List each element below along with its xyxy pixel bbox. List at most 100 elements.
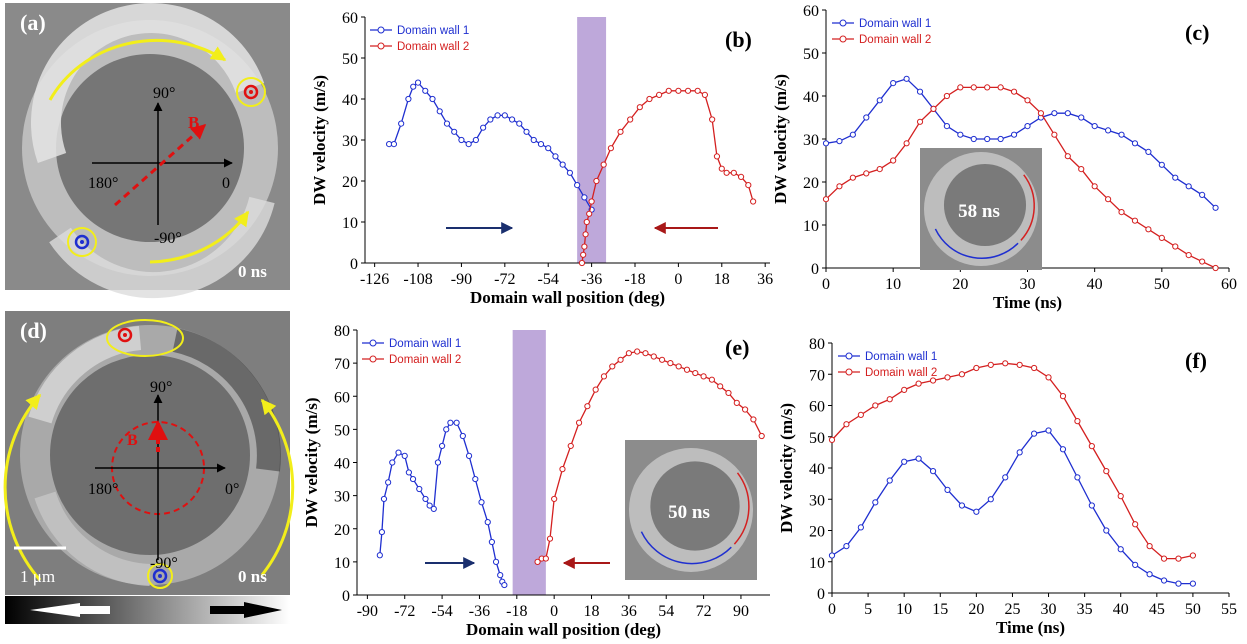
data-point xyxy=(426,502,433,509)
data-point xyxy=(1146,543,1153,550)
data-point xyxy=(574,182,581,189)
y-tick-label: 60 xyxy=(809,399,825,416)
data-point xyxy=(385,479,392,486)
x-tick-label: 36 xyxy=(621,603,637,620)
data-point xyxy=(1118,209,1125,216)
x-tick-label: 0 xyxy=(828,601,836,618)
legend-label: Domain wall 2 xyxy=(389,354,461,366)
data-point xyxy=(508,116,516,123)
data-point xyxy=(1088,502,1095,509)
data-point xyxy=(970,84,977,91)
data-point xyxy=(665,87,672,94)
data-point xyxy=(409,475,417,483)
legend-marker xyxy=(369,339,377,347)
panel-label: (b) xyxy=(725,27,752,52)
data-point xyxy=(730,169,737,176)
data-point xyxy=(617,356,624,363)
data-point xyxy=(405,469,412,476)
series-line xyxy=(825,78,1217,209)
white-field-arrow xyxy=(78,606,110,614)
data-point xyxy=(694,87,701,94)
panel-label: (f) xyxy=(1185,348,1207,373)
data-point xyxy=(1189,580,1197,587)
data-point xyxy=(876,97,883,104)
data-point xyxy=(863,114,870,121)
field-label: B xyxy=(127,432,138,449)
y-tick-label: 40 xyxy=(803,89,819,106)
data-point xyxy=(717,383,724,390)
data-point xyxy=(1160,577,1168,584)
x-tick-label: -108 xyxy=(403,271,432,288)
y-tick-label: 30 xyxy=(809,492,825,509)
x-axis-label: Time (ns) xyxy=(993,293,1062,312)
data-point xyxy=(872,402,879,409)
inset-blue-trace xyxy=(640,531,732,565)
data-point xyxy=(583,218,590,226)
x-tick-label: 20 xyxy=(968,601,984,618)
chart-c: 0 10 20 30 40 50 60 0 10 20 30 40 50 60 Time (ns) DW ve… xyxy=(771,3,1237,312)
data-point xyxy=(627,116,634,123)
x-tick-label: 60 xyxy=(1221,276,1237,293)
data-point xyxy=(1103,468,1110,475)
data-point xyxy=(1031,364,1038,372)
x-axis-label: Domain wall position (deg) xyxy=(466,620,661,639)
series-line xyxy=(389,81,593,211)
y-tick-label: 0 xyxy=(342,588,350,605)
data-point xyxy=(1031,430,1038,437)
data-point xyxy=(737,173,745,180)
data-point xyxy=(453,419,460,426)
x-tick-label: 18 xyxy=(714,271,730,288)
data-point xyxy=(1037,110,1045,117)
data-point xyxy=(552,153,559,160)
data-point xyxy=(551,495,558,503)
x-tick-label: 10 xyxy=(885,276,901,293)
inset-image: 50 ns xyxy=(625,440,757,580)
scale-label: 1 μm xyxy=(20,567,55,586)
data-point xyxy=(1158,161,1165,168)
data-point xyxy=(1064,110,1071,117)
data-point xyxy=(822,196,830,203)
data-point xyxy=(1131,140,1139,147)
y-tick-label: 40 xyxy=(809,461,825,478)
data-point xyxy=(1146,571,1153,578)
data-point xyxy=(566,169,574,176)
panel-d-image: (d) 90° 0° 180° -90° B 1 μm 0 ns xyxy=(3,311,295,624)
legend-label: Domain wall 1 xyxy=(397,25,469,37)
data-point xyxy=(650,353,657,360)
data-point xyxy=(1212,264,1219,272)
angle-0-label: 0 xyxy=(222,175,230,192)
data-point xyxy=(1175,580,1182,587)
data-point xyxy=(484,519,491,526)
data-point xyxy=(675,87,682,94)
data-point xyxy=(1074,418,1081,425)
data-point xyxy=(741,406,749,413)
data-point xyxy=(1117,493,1124,500)
data-point xyxy=(1078,166,1085,173)
data-point xyxy=(658,356,666,363)
data-point xyxy=(758,432,765,440)
angle-m90-label: -90° xyxy=(150,555,178,572)
data-point xyxy=(472,136,479,144)
angle-0-label: 0° xyxy=(225,481,239,498)
data-point xyxy=(876,166,883,173)
data-point xyxy=(1024,97,1031,104)
y-tick-label: 20 xyxy=(803,175,819,192)
data-point xyxy=(1059,446,1067,453)
data-point xyxy=(581,194,588,201)
data-point xyxy=(970,135,977,143)
x-tick-label: 0 xyxy=(674,271,682,288)
inset-time-label: 50 ns xyxy=(668,502,710,523)
y-axis-label: DW velocity (m/s) xyxy=(310,75,329,205)
data-point xyxy=(984,84,991,91)
data-point xyxy=(430,505,437,512)
series-line xyxy=(581,90,754,264)
y-tick-label: 60 xyxy=(342,10,358,27)
y-tick-label: 20 xyxy=(342,174,358,191)
data-point xyxy=(592,386,599,393)
data-point xyxy=(478,499,485,506)
data-point xyxy=(416,485,423,493)
data-point xyxy=(750,416,757,423)
legend-label: Domain wall 1 xyxy=(389,338,461,350)
inset-time-label: 58 ns xyxy=(958,201,1000,222)
data-point xyxy=(987,496,994,503)
